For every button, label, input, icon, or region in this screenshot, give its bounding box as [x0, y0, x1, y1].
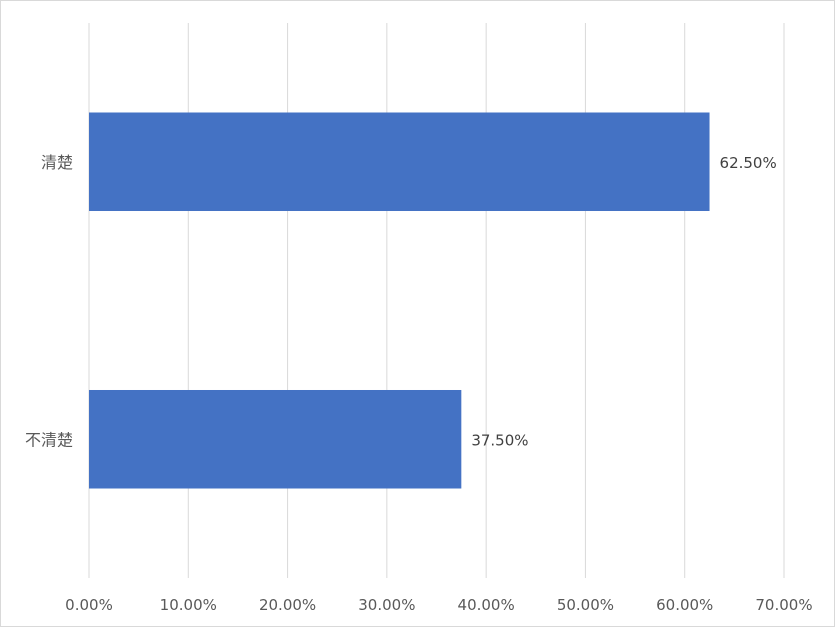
- x-tick-label: 40.00%: [458, 596, 515, 614]
- x-tick-label: 10.00%: [160, 596, 217, 614]
- data-label: 37.50%: [471, 431, 528, 449]
- category-label: 清楚: [41, 153, 73, 172]
- gridlines: [88, 23, 785, 578]
- data-label: 62.50%: [720, 154, 777, 172]
- bars: [89, 112, 710, 489]
- labels: 0.00% 10.00% 20.00% 30.00% 40.00% 50.00% 60.00…: [25, 153, 813, 614]
- bar: [89, 112, 710, 212]
- category-label: 不清楚: [25, 430, 73, 449]
- x-tick-label: 60.00%: [656, 596, 713, 614]
- x-tick-label: 0.00%: [65, 596, 113, 614]
- x-tick-label: 50.00%: [557, 596, 614, 614]
- x-tick-label: 30.00%: [358, 596, 415, 614]
- x-tick-label: 70.00%: [755, 596, 812, 614]
- bar: [89, 389, 462, 489]
- x-tick-label: 20.00%: [259, 596, 316, 614]
